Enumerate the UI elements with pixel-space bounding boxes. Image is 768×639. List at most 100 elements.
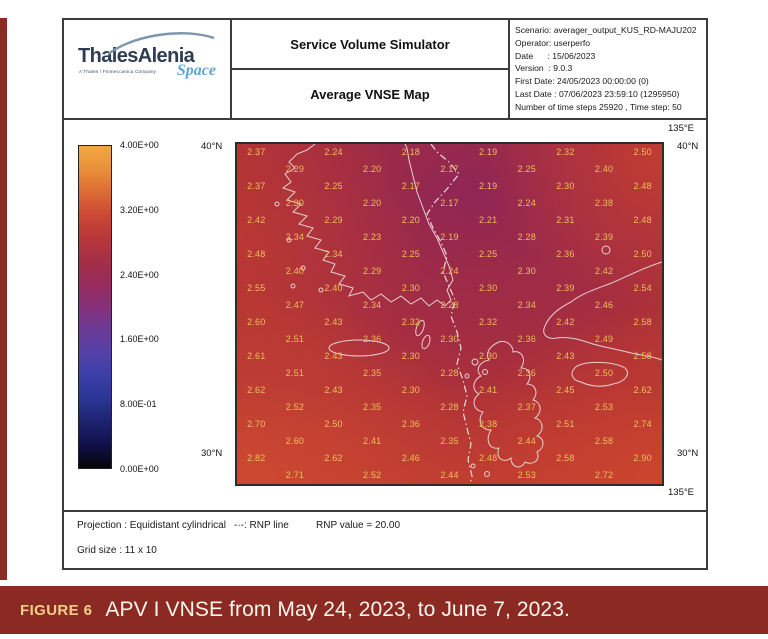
figure-number-label: FIGURE 6 [20, 601, 93, 619]
map-value: 2.55 [247, 282, 266, 293]
map-value: 2.39 [556, 282, 575, 293]
map-value: 2.32 [478, 317, 498, 327]
island-icon [290, 283, 296, 289]
map-value: 2.28 [440, 402, 459, 412]
lat-label-top-right: 40°N [677, 141, 699, 152]
map-value: 2.23 [363, 232, 382, 242]
map-value: 2.58 [594, 436, 614, 446]
island-icon [300, 265, 306, 271]
island-tsushima [421, 334, 431, 350]
map-value: 2.25 [478, 248, 498, 259]
island-icon [286, 237, 292, 243]
vnse-map [237, 144, 662, 484]
map-value: 2.30 [478, 282, 498, 293]
island-ulleungdo [601, 245, 611, 255]
map-value: 2.19 [478, 146, 498, 157]
map-value: 2.58 [556, 453, 575, 463]
map-value: 2.43 [324, 351, 343, 361]
map-value: 2.34 [324, 248, 343, 259]
map-value: 2.54 [633, 282, 652, 293]
island-icon [471, 358, 479, 366]
map-value: 2.25 [517, 164, 536, 174]
plot-area: 4.00E+00 3.20E+00 2.40E+00 1.60E+00 8.00E-01… [64, 120, 706, 510]
colorbar-tick-label: 8.00E-01 [120, 399, 157, 410]
map-value: 2.34 [285, 232, 305, 242]
map-value: 2.61 [247, 351, 266, 361]
grid-size-note: Grid size : 11 x 10 [77, 545, 157, 556]
map-value: 2.58 [633, 351, 652, 361]
map-value: 2.28 [440, 299, 459, 310]
map-value: 2.52 [285, 402, 305, 412]
map-value: 2.35 [440, 436, 459, 446]
figure-panel: ThalesAlenia A Thales / Finmeccanica Com… [62, 18, 708, 570]
info-last-date: Last Date : 07/06/2023 23:59:10 (1295950… [515, 88, 680, 99]
map-value: 2.72 [594, 470, 614, 480]
map-value: 2.37 [517, 402, 536, 412]
map-value: 2.47 [285, 299, 305, 310]
map-value: 2.36 [517, 368, 536, 378]
info-version: Version : 9.0.3 [515, 63, 573, 74]
info-first-date: First Date: 24/05/2023 00:00:00 (0) [515, 76, 649, 87]
map-value: 2.19 [478, 181, 498, 191]
map-value: 2.74 [633, 419, 652, 429]
scenario-info-box: Scenario: averager_output_KUS_RD-MAJU202… [508, 20, 706, 118]
map-value: 2.62 [247, 385, 266, 395]
map-value: 2.29 [285, 164, 305, 174]
map-value: 2.40 [285, 265, 305, 276]
map-value: 2.62 [324, 453, 343, 463]
map-value: 2.25 [401, 248, 421, 259]
map-value: 2.43 [324, 385, 343, 395]
map-value: 2.46 [594, 299, 614, 310]
map-value: 2.37 [247, 181, 266, 191]
info-time-steps: Number of time steps 25920 , Time step: … [515, 101, 682, 112]
map-value: 2.42 [247, 215, 266, 225]
map-value: 2.30 [401, 385, 421, 395]
map-value: 2.90 [633, 453, 652, 463]
map-value: 2.44 [517, 436, 536, 446]
map-value: 2.28 [517, 232, 536, 242]
logo-brand: ThalesAlenia [78, 45, 195, 67]
map-value: 2.18 [401, 146, 421, 157]
island-tsushima [415, 319, 425, 337]
map-value: 2.43 [556, 351, 575, 361]
map-value: 2.42 [594, 265, 614, 276]
map-value: 2.48 [633, 215, 652, 225]
map-value: 2.39 [594, 232, 614, 242]
colorbar [78, 145, 112, 469]
map-value: 2.29 [363, 265, 382, 276]
island-icon [318, 287, 324, 293]
map-value: 2.35 [363, 402, 382, 412]
map-value: 2.36 [556, 248, 575, 259]
map-value: 2.70 [247, 419, 266, 429]
map-value: 2.30 [556, 181, 575, 191]
left-accent-bar [0, 18, 7, 580]
map-value: 2.60 [285, 436, 305, 446]
map-value: 2.50 [324, 419, 343, 429]
map-value: 2.29 [324, 215, 343, 225]
map-value: 2.45 [556, 385, 575, 395]
map-value: 2.46 [401, 453, 421, 463]
map-value: 2.36 [401, 419, 421, 429]
colorbar-tick-label: 2.40E+00 [120, 269, 159, 280]
map-value: 2.43 [324, 317, 343, 327]
map-value: 2.50 [633, 146, 652, 157]
map-value: 2.30 [401, 351, 421, 361]
lat-label-bottom-right: 30°N [677, 448, 699, 459]
island-icon [470, 463, 476, 469]
map-value: 2.30 [478, 351, 498, 361]
map-value: 2.35 [363, 368, 382, 378]
info-scenario: Scenario: averager_output_KUS_RD-MAJU202 [515, 25, 697, 35]
map-value: 2.24 [324, 146, 343, 157]
caption-bar: FIGURE 6 APV I VNSE from May 24, 2023, t… [0, 586, 768, 634]
info-operator: Operator: userperfo [515, 37, 590, 48]
map-value: 2.53 [517, 470, 536, 480]
map-value: 2.20 [363, 198, 382, 208]
map-value: 2.34 [517, 299, 536, 310]
map-value: 2.20 [363, 164, 382, 174]
map-value: 2.17 [440, 164, 459, 174]
title-cell: Service Volume Simulator Average VNSE Ma… [232, 20, 508, 118]
map-value: 2.31 [556, 215, 575, 225]
map-value: 2.51 [556, 419, 575, 429]
map-value: 2.30 [401, 282, 421, 293]
map-value: 2.38 [594, 198, 614, 208]
